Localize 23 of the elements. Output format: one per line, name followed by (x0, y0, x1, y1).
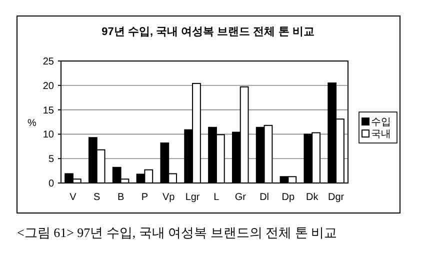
x-tick-label: L (214, 192, 220, 203)
y-tick-label: 25 (42, 56, 54, 68)
x-tick-label: Dk (306, 192, 320, 203)
y-tick-label: 5 (48, 154, 54, 166)
y-axis-title: % (28, 118, 37, 129)
legend-label: 국내 (371, 129, 391, 140)
x-tick-label: S (94, 192, 101, 203)
x-tick-label: V (70, 192, 77, 203)
x-tick-label: Dl (260, 192, 270, 203)
y-tick-label: 20 (42, 80, 54, 92)
x-tick-label: Vp (162, 192, 176, 203)
x-tick-label: Dp (282, 192, 296, 203)
x-tick-label: B (117, 192, 124, 203)
x-tick-label: Gr (234, 192, 247, 203)
x-tick-label: P (141, 192, 148, 203)
chart-title: 97년 수입, 국내 여성복 브랜드 전체 톤 비교 (102, 26, 314, 38)
y-tick-label: 15 (42, 105, 54, 116)
y-tick-label: 10 (42, 130, 54, 141)
legend-label: 수입 (371, 117, 391, 128)
text: <그림 61> 97년 수입, 국내 여성복 브랜드의 전체 톤 비교 (17, 225, 338, 240)
y-tick-label: 0 (48, 178, 54, 190)
x-tick-label: Dgr (328, 192, 345, 203)
x-tick-label: Lgr (185, 192, 200, 203)
